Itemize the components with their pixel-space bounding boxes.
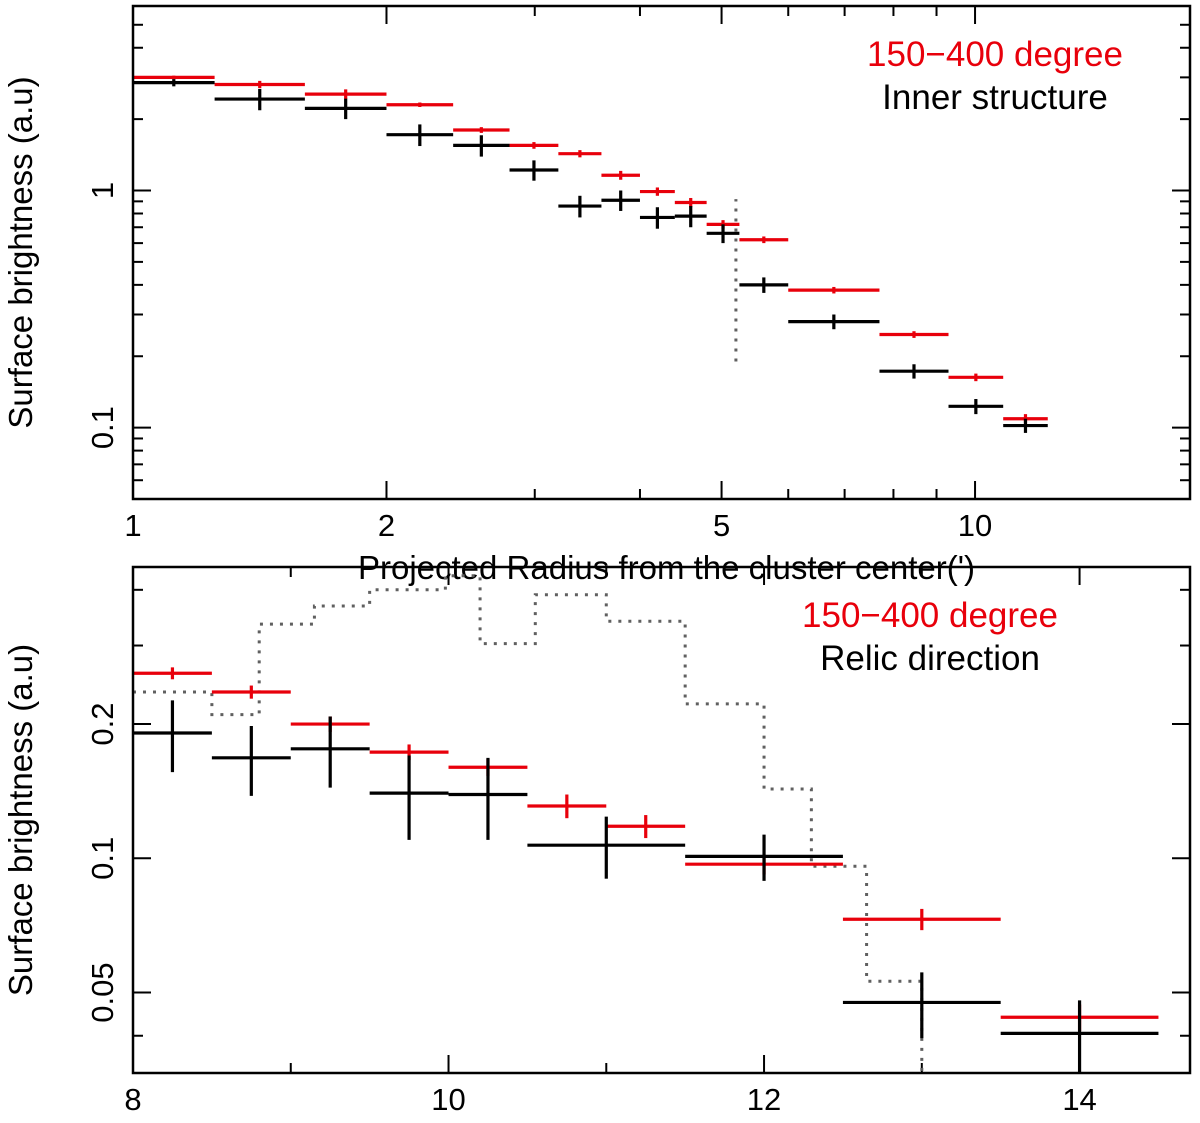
y-axis-label: Surface brightness (a.u): [2, 76, 39, 428]
dotted-step-profile: [133, 574, 924, 1073]
data-point: [879, 364, 949, 379]
data-point: [133, 75, 215, 80]
data-point: [639, 207, 675, 229]
data-point: [948, 373, 1004, 382]
x-tick-label: 5: [713, 508, 730, 543]
plot-frame: [131, 4, 1192, 501]
data-point: [842, 972, 1001, 1039]
data-point: [674, 197, 707, 208]
data-point: [739, 236, 789, 244]
y-axis-label: Surface brightness (a.u): [2, 644, 39, 996]
data-point: [133, 667, 212, 680]
legend-entry-red: 150−400 degree: [802, 596, 1058, 635]
x-tick-label: 1: [124, 508, 141, 543]
data-point: [453, 135, 510, 157]
data-point: [558, 195, 602, 218]
data-point: [211, 725, 291, 796]
data-point: [788, 314, 880, 330]
y-tick-label: 0.1: [85, 837, 120, 880]
series-red: [133, 667, 1159, 1031]
data-point: [211, 685, 291, 699]
data-point: [601, 170, 640, 180]
data-point: [879, 331, 949, 338]
data-point: [685, 834, 843, 881]
data-point: [133, 79, 215, 87]
data-point: [842, 908, 1001, 931]
data-point: [706, 224, 740, 244]
data-point: [739, 277, 789, 293]
data-point: [527, 794, 607, 819]
data-point: [674, 206, 707, 228]
data-point: [304, 89, 387, 100]
data-point: [1000, 1000, 1159, 1073]
data-point: [639, 187, 675, 196]
series-black: [133, 700, 1159, 1073]
data-point: [509, 160, 559, 181]
data-point: [304, 98, 387, 120]
y-tick-label: 0.05: [85, 962, 120, 1022]
data-point: [386, 102, 454, 108]
x-tick-label: 10: [431, 1082, 465, 1117]
y-tick-label: 0.1: [85, 406, 120, 449]
x-tick-label: 8: [124, 1082, 141, 1117]
data-point: [788, 286, 880, 294]
data-point: [214, 80, 305, 89]
data-point: [453, 127, 510, 133]
data-point: [290, 716, 370, 788]
x-tick-label: 14: [1062, 1082, 1096, 1117]
data-point: [527, 816, 686, 879]
y-tick-label: 0.2: [85, 702, 120, 745]
data-point: [214, 88, 305, 111]
legend-entry-black: Inner structure: [882, 78, 1108, 117]
series-black: [133, 79, 1048, 433]
data-point: [133, 700, 212, 773]
data-point: [509, 142, 559, 149]
plot-frame: [131, 565, 1192, 1075]
data-point: [606, 815, 686, 839]
data-point: [448, 757, 528, 840]
x-tick-label: 12: [747, 1082, 781, 1117]
data-point: [601, 190, 640, 211]
data-point: [369, 755, 449, 840]
x-tick-label: 2: [378, 508, 395, 543]
legend-entry-red: 150−400 degree: [867, 35, 1123, 74]
data-point: [1003, 418, 1048, 433]
y-tick-label: 1: [85, 182, 120, 199]
data-point: [386, 124, 454, 147]
legend-entry-black: Relic direction: [820, 639, 1040, 678]
data-point: [558, 150, 602, 158]
x-tick-label: 10: [958, 508, 992, 543]
data-point: [948, 399, 1004, 415]
